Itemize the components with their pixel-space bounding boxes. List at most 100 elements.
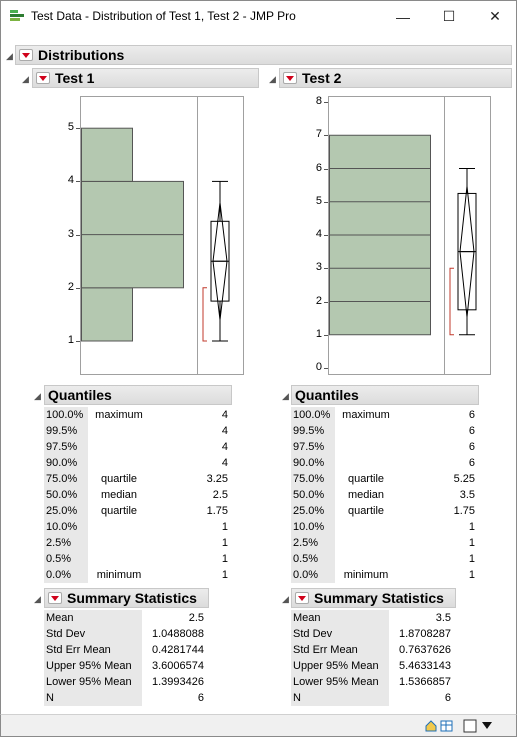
quantile-percent: 100.0%: [291, 407, 335, 423]
quantile-value: 1.75: [206, 505, 228, 517]
quantile-label: maximum: [95, 409, 143, 421]
test2-header[interactable]: Test 2: [279, 68, 512, 88]
quantile-percent: 75.0%: [44, 471, 88, 487]
window-title: Test Data - Distribution of Test 1, Test…: [31, 9, 296, 23]
summary-value: 2.5: [188, 612, 204, 624]
test1-plot-area: [80, 96, 244, 375]
quantile-value: 1: [221, 553, 228, 565]
collapse-triangle-icon[interactable]: ◢: [282, 594, 289, 604]
close-icon: ✕: [489, 8, 501, 24]
quantile-label: [337, 551, 395, 567]
quantile-label: quartile: [347, 505, 385, 517]
maximize-button[interactable]: ☐: [426, 1, 472, 32]
quantile-value: 6: [468, 425, 475, 437]
red-triangle-menu-icon[interactable]: [283, 72, 297, 84]
quantile-value: 1: [468, 553, 475, 565]
y-tick-mark: [324, 368, 328, 369]
test1-quantiles-header[interactable]: Quantiles: [44, 385, 232, 405]
summary-row: Std Err Mean 0.4281744: [44, 642, 206, 658]
quantile-value: 4: [221, 409, 228, 421]
quantile-row: 2.5% 1: [291, 535, 477, 551]
summary-value: 1.3993426: [152, 676, 204, 688]
quantile-label: minimum: [96, 569, 142, 581]
quantile-value: 1: [221, 521, 228, 533]
y-tick-mark: [324, 168, 328, 170]
red-triangle-menu-icon[interactable]: [48, 592, 62, 604]
y-tick-label: 4: [67, 174, 74, 187]
test1-header[interactable]: Test 1: [32, 68, 259, 88]
test2-quantiles-header[interactable]: Quantiles: [291, 385, 479, 405]
summary-title: Summary Statistics: [314, 590, 444, 606]
quantile-row: 0.5% 1: [291, 551, 477, 567]
red-triangle-menu-icon[interactable]: [19, 49, 33, 61]
y-tick-mark: [76, 287, 80, 289]
collapse-triangle-icon[interactable]: ◢: [269, 74, 276, 84]
collapse-triangle-icon[interactable]: ◢: [34, 391, 41, 401]
quantile-row: 100.0% maximum 6: [291, 407, 477, 423]
quantile-value: 3.5: [459, 489, 475, 501]
collapse-triangle-icon[interactable]: ◢: [282, 391, 289, 401]
home-icon[interactable]: [424, 719, 438, 733]
quantile-percent: 75.0%: [291, 471, 335, 487]
quantile-percent: 0.5%: [291, 551, 335, 567]
minimize-button[interactable]: —: [380, 1, 426, 32]
y-tick-label: 1: [67, 334, 74, 346]
summary-value: 0.4281744: [152, 644, 204, 656]
quantile-value: 1: [468, 537, 475, 549]
quantile-value: 6: [468, 441, 475, 453]
quantile-row: 99.5% 4: [44, 423, 230, 439]
quantile-percent: 99.5%: [291, 423, 335, 439]
summary-value: 3.6006574: [152, 660, 204, 672]
quantile-label: [337, 519, 395, 535]
red-triangle-menu-icon[interactable]: [36, 72, 50, 84]
y-tick-label: 2: [315, 294, 322, 307]
quantile-row: 25.0% quartile 1.75: [44, 503, 230, 519]
dropdown-icon[interactable]: [482, 722, 492, 730]
quantile-label: [337, 423, 395, 439]
quantile-row: 97.5% 4: [44, 439, 230, 455]
red-triangle-menu-icon[interactable]: [295, 592, 309, 604]
quantile-label: quartile: [100, 473, 138, 485]
y-tick-label: 7: [315, 128, 322, 141]
histogram-bar: [81, 127, 133, 182]
quantile-label: [337, 535, 395, 551]
test1-summary-header[interactable]: Summary Statistics: [44, 588, 209, 608]
quantile-label: maximum: [342, 409, 390, 421]
table-icon[interactable]: [440, 719, 454, 733]
summary-row: Std Dev 1.8708287: [291, 626, 453, 642]
quantile-value: 4: [221, 441, 228, 453]
test2-summary-header[interactable]: Summary Statistics: [291, 588, 456, 608]
close-button[interactable]: ✕: [472, 1, 517, 32]
distributions-header[interactable]: Distributions: [15, 45, 512, 65]
y-tick-mark: [76, 181, 80, 183]
collapse-triangle-icon[interactable]: ◢: [34, 594, 41, 604]
summary-value: 6: [197, 692, 204, 704]
quantile-value: 1: [221, 569, 228, 581]
quantile-percent: 90.0%: [291, 455, 335, 471]
quantile-percent: 50.0%: [44, 487, 88, 503]
summary-label: Upper 95% Mean: [44, 658, 142, 674]
summary-label: Lower 95% Mean: [291, 674, 389, 690]
quantile-label: [90, 455, 148, 471]
window-titlebar: Test Data - Distribution of Test 1, Test…: [0, 0, 517, 31]
quantiles-title: Quantiles: [295, 387, 359, 403]
quantile-value: 6: [468, 409, 475, 421]
quantile-percent: 97.5%: [44, 439, 88, 455]
quantile-percent: 25.0%: [291, 503, 335, 519]
test2-plot-area: [328, 96, 491, 375]
y-tick-label: 5: [315, 194, 322, 207]
summary-title: Summary Statistics: [67, 590, 197, 606]
collapse-triangle-icon[interactable]: ◢: [6, 51, 13, 61]
quantile-label: [90, 551, 148, 567]
summary-row: Std Dev 1.0488088: [44, 626, 206, 642]
collapse-triangle-icon[interactable]: ◢: [22, 74, 29, 84]
summary-label: Std Err Mean: [291, 642, 389, 658]
y-tick-mark: [324, 235, 328, 236]
summary-value: 1.5366857: [399, 676, 451, 688]
summary-row: Lower 95% Mean 1.5366857: [291, 674, 453, 690]
y-tick-mark: [324, 334, 328, 336]
checkbox-icon[interactable]: [463, 719, 477, 733]
y-tick-label: 2: [67, 280, 74, 293]
test1-quantiles-table: 100.0% maximum 4 99.5% 4 97.5% 4 90.0% 4 75.0% qua…: [44, 407, 230, 583]
quantile-value: 4: [221, 425, 228, 437]
